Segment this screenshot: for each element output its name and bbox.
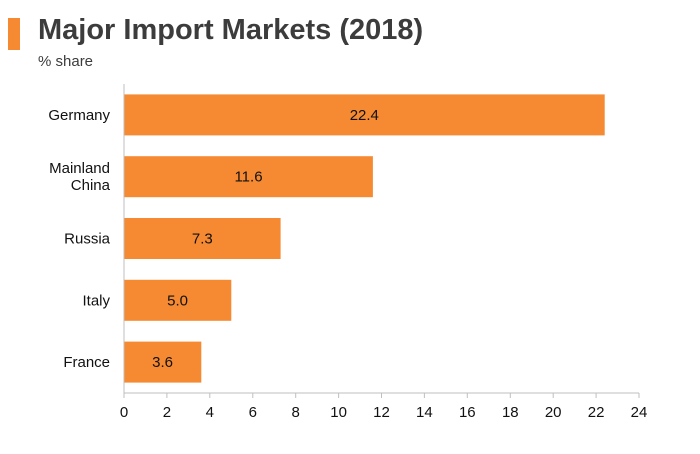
bar-value-label: 11.6: [234, 169, 262, 186]
x-tick-label: 2: [163, 404, 171, 421]
category-label: Italy: [82, 292, 110, 309]
bar: [124, 156, 373, 198]
x-tick-label: 6: [249, 404, 257, 421]
category-label: Mainland: [49, 160, 110, 177]
x-tick-label: 10: [330, 404, 347, 421]
x-tick-label: 16: [459, 404, 476, 421]
bar-value-label: 3.6: [152, 354, 173, 371]
bar: [124, 341, 202, 383]
bar-value-label: 22.4: [350, 107, 379, 124]
x-tick-label: 14: [416, 404, 433, 421]
x-tick-label: 12: [373, 404, 390, 421]
x-tick-label: 24: [631, 404, 648, 421]
bar: [124, 218, 281, 259]
bar-value-label: 7.3: [192, 231, 213, 248]
category-label: Russia: [64, 231, 111, 248]
chart-title: Major Import Markets (2018): [38, 14, 424, 46]
bar: [124, 279, 232, 321]
category-label: Germany: [48, 107, 110, 124]
x-tick-label: 22: [588, 404, 605, 421]
bar-value-label: 5.0: [167, 292, 188, 309]
chart-subtitle: % share: [38, 53, 94, 70]
x-tick-label: 0: [120, 404, 128, 421]
bar: [124, 94, 605, 136]
category-label: China: [71, 177, 111, 194]
x-tick-label: 20: [545, 404, 562, 421]
x-tick-label: 18: [502, 404, 519, 421]
category-label: France: [63, 354, 110, 371]
title-accent-bar: [8, 18, 20, 50]
x-tick-label: 8: [292, 404, 300, 421]
x-tick-label: 4: [206, 404, 214, 421]
